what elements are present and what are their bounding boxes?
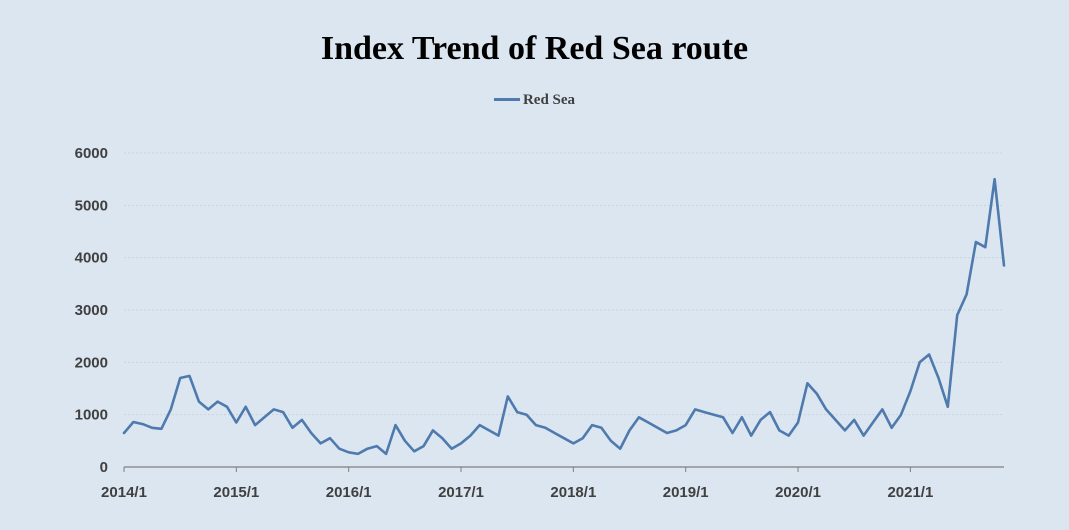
- y-tick-label: 3000: [75, 302, 108, 319]
- x-tick-label: 2020/1: [775, 484, 821, 501]
- x-tick-label: 2015/1: [213, 484, 259, 501]
- x-tick-label: 2021/1: [887, 484, 933, 501]
- legend-swatch-red-sea: [493, 98, 520, 102]
- y-tick-label: 1000: [75, 407, 108, 424]
- legend: Red Sea: [0, 92, 1069, 109]
- x-tick-label: 2016/1: [326, 484, 372, 501]
- y-tick-label: 2000: [75, 354, 108, 371]
- legend-label-red-sea: Red Sea: [522, 92, 576, 108]
- chart-title: Index Trend of Red Sea route: [320, 30, 749, 67]
- y-tick-label: 4000: [75, 250, 108, 267]
- y-tick-label: 0: [100, 459, 108, 476]
- series-line-red-sea: [122, 177, 1006, 456]
- x-tick-label: 2017/1: [438, 484, 484, 501]
- y-tick-label: 5000: [75, 197, 108, 214]
- y-tick-label: 6000: [75, 145, 108, 162]
- x-tick-label: 2019/1: [663, 484, 709, 501]
- x-tick-label: 2014/1: [101, 484, 147, 501]
- x-tick-label: 2018/1: [550, 484, 596, 501]
